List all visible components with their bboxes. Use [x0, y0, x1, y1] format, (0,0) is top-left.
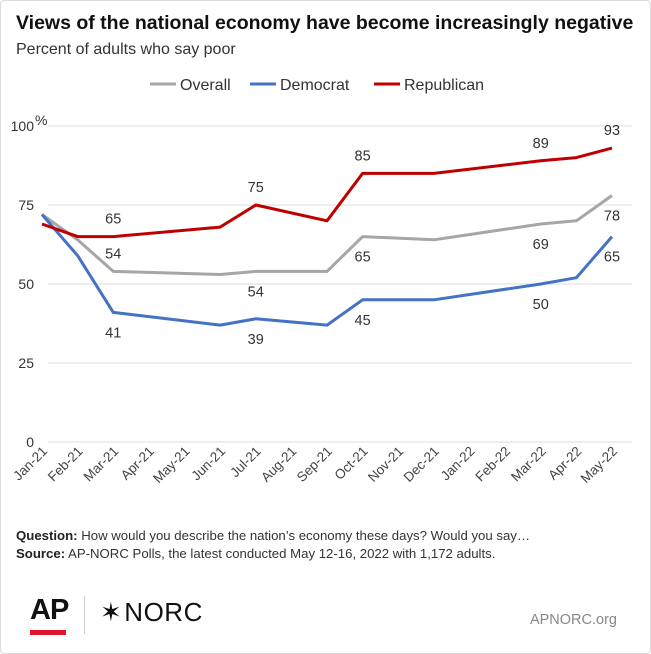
y-tick-label: 25	[18, 355, 34, 371]
ap-logo: AP	[30, 594, 69, 626]
data-label: 45	[355, 313, 371, 329]
y-tick-label: 75	[18, 197, 34, 213]
series-line-republican	[41, 146, 613, 239]
series-line-democrat	[40, 213, 614, 327]
question-label: Question:	[16, 528, 78, 543]
x-tick-label: Mar-22	[508, 444, 549, 485]
data-label: 39	[248, 332, 264, 348]
data-label: 89	[533, 136, 549, 152]
series-line-overall	[41, 194, 613, 276]
norc-logo-text: NORC	[124, 597, 203, 627]
chart-subtitle: Percent of adults who say poor	[16, 41, 236, 58]
x-tick-label: Dec-21	[401, 444, 442, 485]
y-tick-label: 0	[26, 434, 34, 450]
y-tick-label: 100	[11, 118, 35, 134]
x-tick-label: Feb-22	[472, 444, 513, 485]
site-link[interactable]: APNORC.org	[529, 612, 617, 628]
x-tick-label: Jun-21	[188, 444, 228, 484]
chart-title: Views of the national economy have becom…	[16, 12, 634, 34]
legend-label: Overall	[180, 77, 231, 94]
norc-logo: ✶NORC	[100, 597, 203, 628]
x-tick-label: Sep-21	[294, 444, 335, 485]
legend-label: Republican	[404, 77, 484, 94]
data-label: 65	[355, 250, 371, 266]
y-tick-unit: %	[35, 112, 47, 128]
x-tick-label: Nov-21	[365, 444, 406, 485]
x-tick-label: May-22	[578, 444, 620, 486]
footer-source: Source: AP-NORC Polls, the latest conduc…	[16, 546, 495, 561]
source-label: Source:	[16, 546, 66, 561]
x-tick-label: Aug-21	[258, 444, 299, 485]
x-tick-label: Jan-22	[438, 444, 478, 484]
data-label: 54	[248, 284, 264, 300]
data-label: 65	[604, 250, 620, 266]
data-label: 85	[355, 148, 371, 164]
data-label: 41	[105, 325, 121, 341]
data-label: 69	[533, 237, 549, 253]
logo-divider	[84, 596, 85, 634]
question-text: How would you describe the nation’s econ…	[81, 528, 531, 543]
norc-star-icon: ✶	[100, 597, 123, 627]
data-label: 75	[248, 180, 264, 196]
footer-question: Question: How would you describe the nat…	[16, 528, 530, 543]
x-tick-label: May-21	[150, 444, 192, 486]
x-tick-label: Feb-21	[45, 444, 86, 485]
data-label: 78	[604, 209, 620, 225]
y-tick-label: 50	[18, 276, 34, 292]
data-label: 65	[105, 212, 121, 228]
data-label: 50	[533, 297, 549, 313]
legend-label: Democrat	[280, 77, 350, 94]
data-label: 93	[604, 123, 620, 139]
x-tick-label: Oct-21	[331, 444, 370, 483]
ap-logo-bar	[30, 630, 66, 635]
data-label: 54	[105, 246, 121, 262]
source-text: AP-NORC Polls, the latest conducted May …	[68, 546, 496, 561]
x-tick-label: Mar-21	[81, 444, 122, 485]
